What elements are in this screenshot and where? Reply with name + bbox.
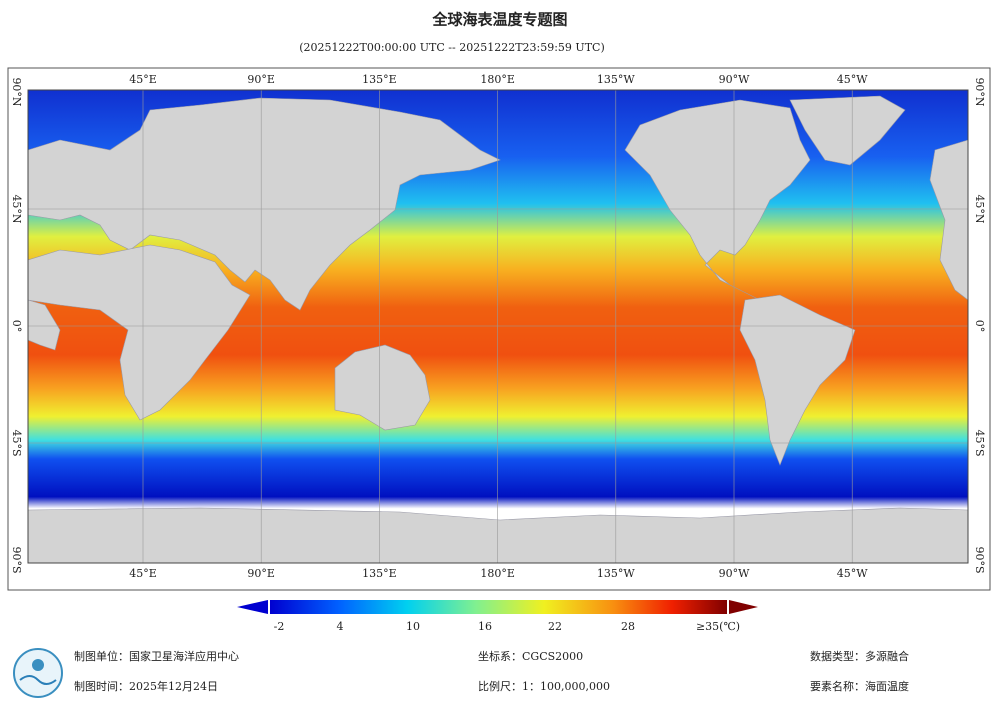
longitude-label-top: 90°E — [247, 73, 275, 86]
australia — [334, 344, 431, 431]
footer-crs: 坐标系：CGCS2000 — [478, 649, 583, 663]
latitude-label-left: 90°S — [10, 546, 23, 573]
longitude-label-top: 45°E — [129, 73, 157, 86]
longitude-label-bottom: 90°W — [719, 567, 750, 580]
latitude-label-left: 45°N — [10, 194, 23, 223]
graticule — [28, 90, 968, 563]
logo-ring — [13, 648, 63, 698]
map-subtitle: (20251222T00:00:00 UTC -- 20251222T23:59… — [299, 41, 605, 54]
longitude-label-top: 180°E — [480, 73, 515, 86]
footer-element: 要素名称：海面温度 — [810, 679, 909, 693]
eurasia — [27, 97, 501, 311]
colorbar-label: 22 — [548, 620, 562, 633]
colorbar-low-arrow — [237, 600, 268, 614]
colorbar-high-arrow — [729, 600, 758, 614]
latitude-label-right: 90°S — [973, 546, 986, 573]
latitude-label-left: 0° — [10, 320, 23, 333]
greenland — [789, 95, 906, 166]
footer-scale: 比例尺：1：100,000,000 — [478, 679, 610, 693]
footer-time: 制图时间：2025年12月24日 — [74, 679, 218, 693]
longitude-label-bottom: 45°W — [837, 567, 868, 580]
land — [27, 95, 969, 564]
outer-frame — [7, 67, 991, 591]
longitude-label-top: 135°E — [362, 73, 397, 86]
footer-unit: 制图单位：国家卫星海洋应用中心 — [74, 649, 239, 663]
map-title: 全球海表温度专题图 — [431, 11, 567, 29]
colorbar — [270, 600, 727, 614]
longitude-label-top: 45°W — [837, 73, 868, 86]
colorbar-label: ≥35(℃) — [696, 620, 740, 633]
colorbar-label: -2 — [274, 620, 285, 633]
footer-data-type: 数据类型：多源融合 — [810, 649, 909, 663]
colorbar-label: 4 — [337, 620, 344, 633]
logo-wave — [19, 675, 57, 685]
longitude-label-bottom: 90°E — [247, 567, 275, 580]
latitude-label-left: 90°N — [10, 77, 23, 106]
longitude-label-bottom: 135°W — [597, 567, 635, 580]
latitude-label-right: 45°N — [973, 194, 986, 223]
longitude-label-top: 90°W — [719, 73, 750, 86]
latitude-label-right: 45°S — [973, 429, 986, 456]
longitude-label-bottom: 45°E — [129, 567, 157, 580]
map-frame — [27, 89, 969, 564]
logo — [13, 648, 63, 698]
longitude-label-bottom: 135°E — [362, 567, 397, 580]
north-america — [624, 99, 811, 301]
latitude-label-right: 90°N — [973, 77, 986, 106]
colorbar-label: 10 — [406, 620, 420, 633]
latitude-label-right: 0° — [973, 320, 986, 333]
latitude-label-left: 45°S — [10, 429, 23, 456]
colorbar-label: 16 — [478, 620, 492, 633]
south-america — [739, 294, 856, 466]
longitude-label-bottom: 180°E — [480, 567, 515, 580]
longitude-label-top: 135°W — [597, 73, 635, 86]
logo-satellite — [32, 659, 44, 671]
colorbar-label: 28 — [621, 620, 635, 633]
